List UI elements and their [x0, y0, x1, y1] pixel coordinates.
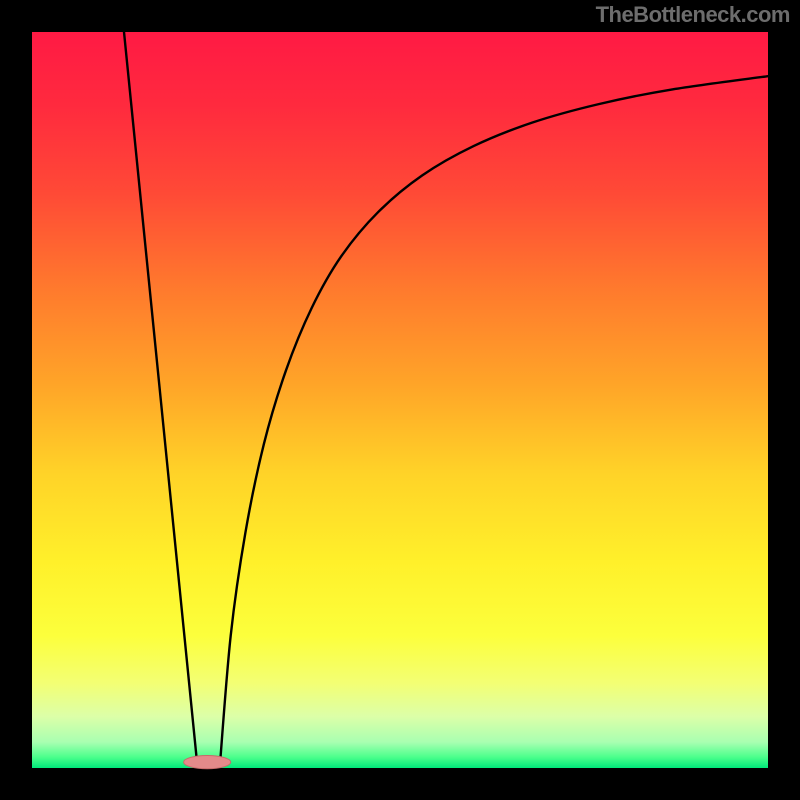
- min-marker: [184, 755, 231, 768]
- plot-area: [32, 32, 768, 768]
- bottleneck-chart: [0, 0, 800, 800]
- watermark-text: TheBottleneck.com: [596, 2, 790, 28]
